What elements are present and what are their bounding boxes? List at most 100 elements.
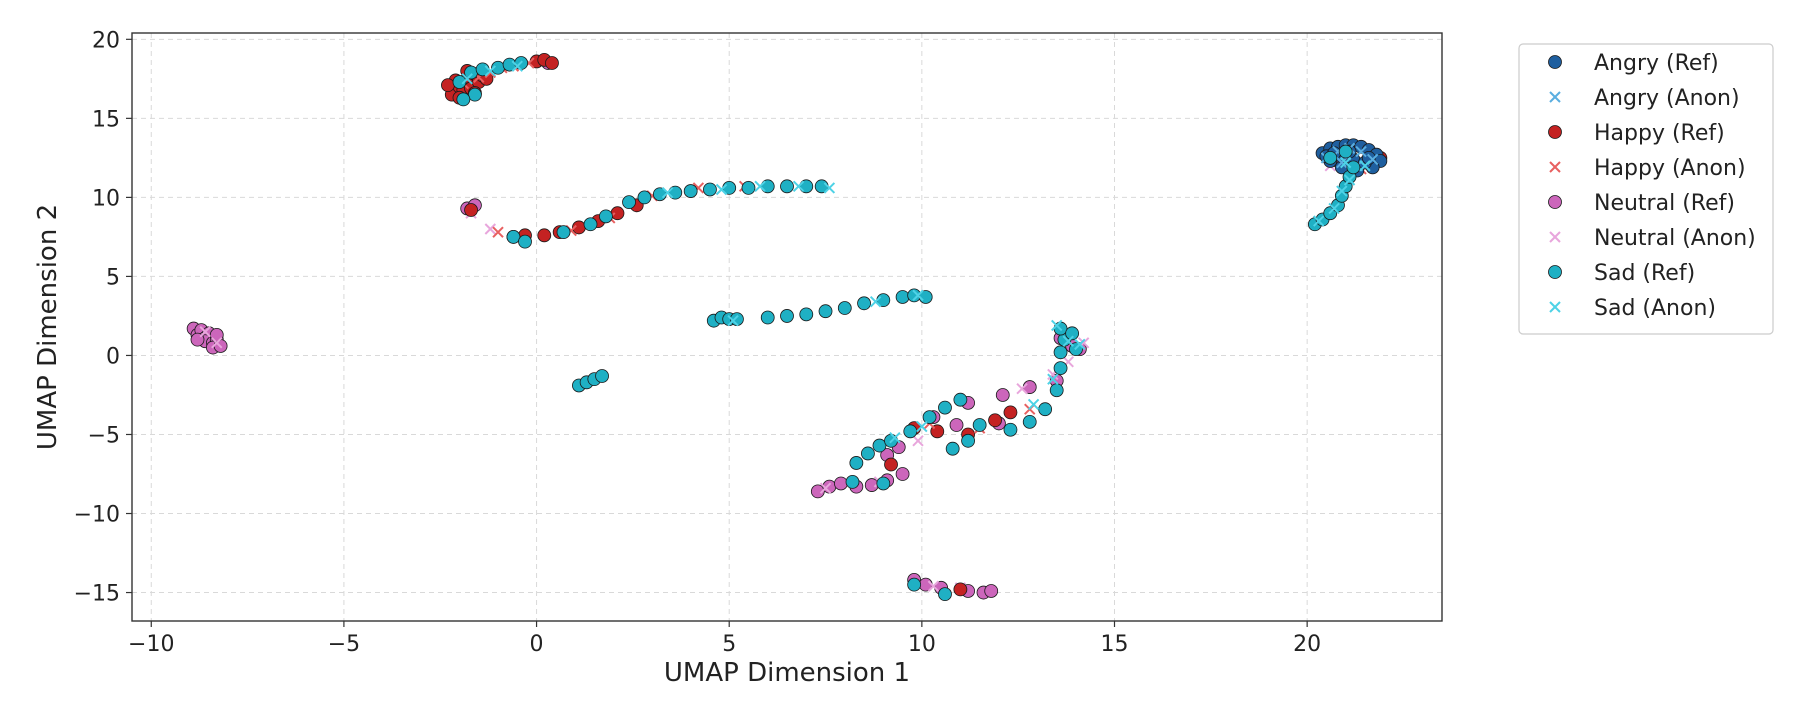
data-point xyxy=(637,190,652,205)
data-point xyxy=(727,314,739,327)
legend-label: Angry (Anon) xyxy=(1594,86,1740,111)
data-point xyxy=(792,180,805,193)
data-point xyxy=(912,289,924,302)
data-point xyxy=(1027,398,1040,411)
data-point xyxy=(953,392,968,407)
data-point xyxy=(1328,202,1340,215)
data-point xyxy=(468,87,482,102)
data-point xyxy=(492,226,504,238)
legend-entry: Happy (Anon) xyxy=(1549,156,1746,181)
data-point xyxy=(1355,145,1367,158)
data-point xyxy=(810,484,825,499)
legend-marker xyxy=(1548,55,1562,69)
data-point xyxy=(949,418,964,432)
data-point xyxy=(1003,405,1018,420)
legend-marker xyxy=(1548,125,1562,139)
data-point xyxy=(895,467,910,481)
legend-label: Happy (Ref) xyxy=(1594,121,1725,146)
data-point xyxy=(1062,335,1074,347)
legend-entry: Neutral (Anon) xyxy=(1549,226,1756,251)
data-point xyxy=(715,183,728,196)
data-point xyxy=(953,582,968,597)
y-axis-label: UMAP Dimension 2 xyxy=(33,204,63,450)
data-point xyxy=(984,584,999,598)
y-tick-label: 20 xyxy=(92,28,120,53)
legend-entry: Neutral (Ref) xyxy=(1548,191,1735,216)
data-point xyxy=(461,73,473,85)
data-point xyxy=(464,203,478,217)
data-point xyxy=(518,234,532,249)
legend-label: Sad (Anon) xyxy=(1594,296,1716,321)
data-point xyxy=(211,337,223,349)
data-point xyxy=(922,410,937,424)
data-point xyxy=(872,438,887,453)
data-point xyxy=(1050,319,1063,332)
data-point xyxy=(1047,373,1059,385)
data-point xyxy=(556,225,571,240)
data-point xyxy=(916,420,928,433)
data-point xyxy=(703,182,717,197)
data-point xyxy=(938,400,952,415)
data-point xyxy=(988,413,1002,428)
data-point xyxy=(876,476,891,491)
data-point xyxy=(1312,215,1325,227)
legend-marker xyxy=(1548,265,1562,279)
data-point xyxy=(537,228,552,243)
data-point xyxy=(884,457,898,472)
x-tick-label: 20 xyxy=(1293,632,1321,657)
data-point xyxy=(1074,338,1086,351)
data-point xyxy=(452,75,467,89)
data-point xyxy=(861,446,875,461)
data-point xyxy=(938,587,952,602)
data-point xyxy=(610,206,625,221)
legend-label: Neutral (Anon) xyxy=(1594,226,1756,251)
data-point xyxy=(845,475,860,489)
data-point xyxy=(456,92,471,107)
x-tick-label: 5 xyxy=(722,632,736,657)
data-point xyxy=(1053,361,1068,375)
data-point xyxy=(506,230,521,244)
data-point xyxy=(823,182,836,194)
data-point xyxy=(903,424,918,439)
legend-entry: Sad (Anon) xyxy=(1549,296,1716,321)
x-tick-label: 15 xyxy=(1101,632,1129,657)
data-point xyxy=(945,441,960,456)
data-point xyxy=(199,326,211,338)
data-point xyxy=(857,296,871,311)
legend-label: Happy (Anon) xyxy=(1594,156,1746,181)
y-tick-label: 15 xyxy=(92,107,120,132)
legend: Angry (Ref) Angry (Anon) Happy (Ref) Happy … xyxy=(1518,43,1774,335)
legend-entry: Angry (Anon) xyxy=(1549,86,1740,111)
series-sad-anon xyxy=(461,60,1371,444)
data-point xyxy=(1016,382,1028,395)
data-point xyxy=(1359,160,1371,172)
data-point xyxy=(837,301,852,315)
data-point xyxy=(907,577,922,592)
grid-layer xyxy=(132,33,1442,621)
data-point xyxy=(799,307,814,322)
legend-marker xyxy=(1549,301,1561,313)
legend-label: Neutral (Ref) xyxy=(1594,191,1735,216)
y-tick-label: −15 xyxy=(74,582,120,607)
y-tick-label: −10 xyxy=(74,503,120,528)
ticks-layer: −10 −5 0 5 10 15 20 −15 −10 −5 0 5 10 15 20 xyxy=(74,28,1322,657)
plot-area-frame xyxy=(131,32,1443,622)
data-point xyxy=(927,580,940,592)
data-point xyxy=(1336,156,1348,169)
data-point xyxy=(834,476,848,491)
legend-label: Sad (Ref) xyxy=(1594,261,1695,286)
data-point xyxy=(441,78,455,93)
legend-entry: Happy (Ref) xyxy=(1548,121,1725,146)
data-point xyxy=(661,186,674,199)
data-point xyxy=(1049,383,1064,398)
data-point xyxy=(819,482,832,494)
data-point xyxy=(889,431,901,444)
x-tick-label: 10 xyxy=(908,632,936,657)
data-point xyxy=(1338,144,1353,159)
data-point xyxy=(818,304,833,319)
x-axis-label: UMAP Dimension 1 xyxy=(664,658,910,688)
data-point xyxy=(961,433,975,448)
data-point xyxy=(912,435,924,447)
